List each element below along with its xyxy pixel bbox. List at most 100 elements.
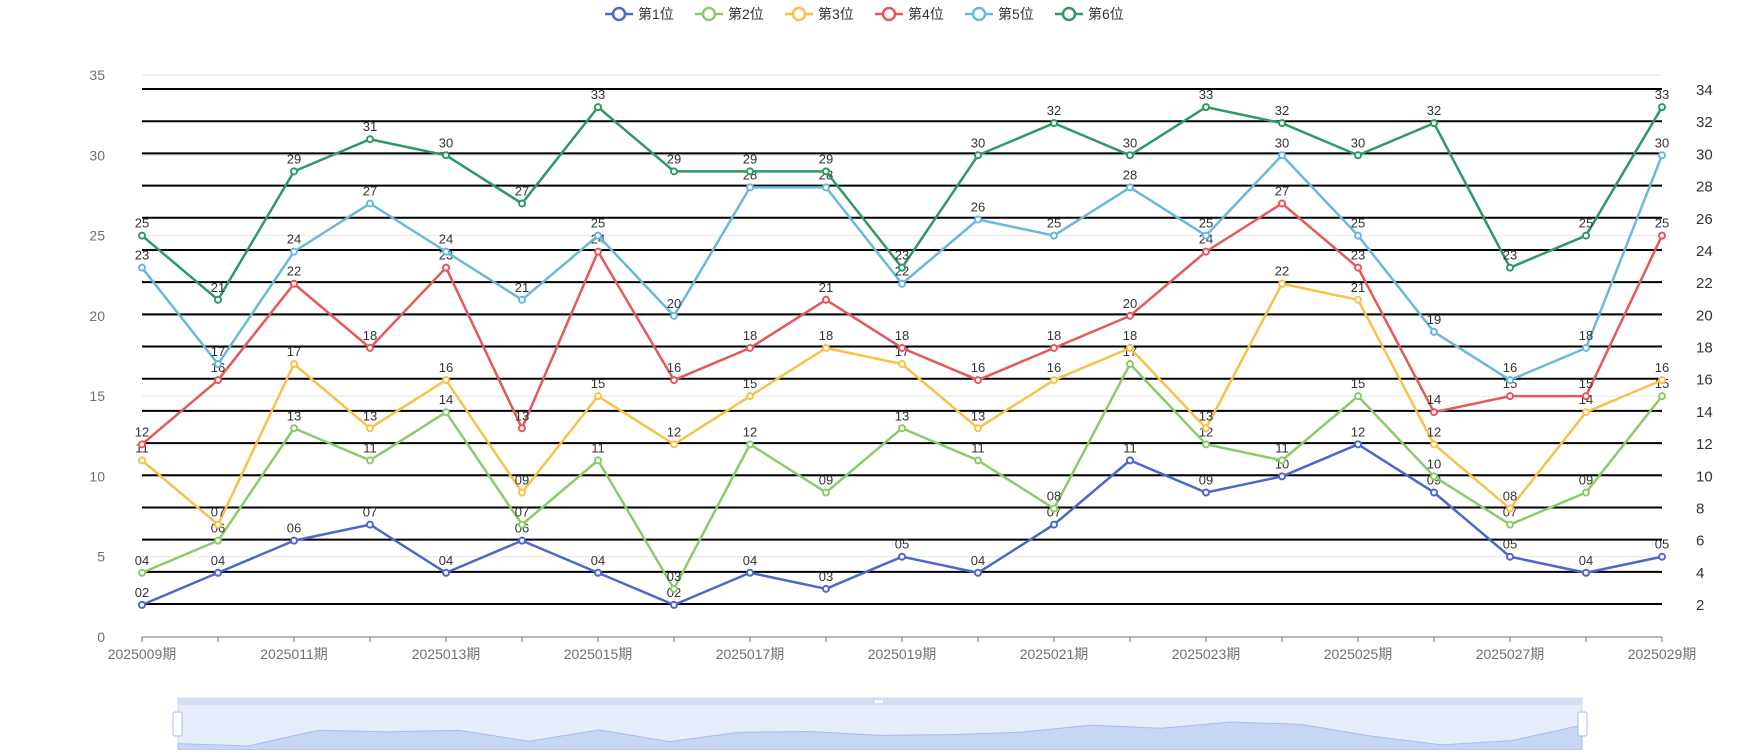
data-point[interactable] xyxy=(442,408,450,417)
data-point[interactable] xyxy=(746,167,754,176)
data-point[interactable] xyxy=(1506,520,1514,529)
legend-item-3[interactable]: 第3位 xyxy=(785,6,854,22)
data-point[interactable] xyxy=(746,343,754,352)
data-point[interactable] xyxy=(822,167,830,176)
data-point[interactable] xyxy=(366,456,374,465)
data-point[interactable] xyxy=(1050,231,1058,240)
zoom-grip-icon[interactable] xyxy=(875,700,883,703)
data-point[interactable] xyxy=(1354,231,1362,240)
data-point[interactable] xyxy=(1126,360,1134,369)
data-point[interactable] xyxy=(822,488,830,497)
data-point[interactable] xyxy=(1354,151,1362,160)
data-point[interactable] xyxy=(898,263,906,272)
data-point[interactable] xyxy=(746,568,754,577)
data-point[interactable] xyxy=(1658,552,1666,561)
legend-item-1[interactable]: 第1位 xyxy=(605,6,674,22)
data-point[interactable] xyxy=(1582,568,1590,577)
data-point[interactable] xyxy=(1202,424,1210,433)
data-point[interactable] xyxy=(1430,472,1438,481)
data-point[interactable] xyxy=(1582,488,1590,497)
data-point[interactable] xyxy=(1126,343,1134,352)
data-point[interactable] xyxy=(138,440,146,449)
data-point[interactable] xyxy=(366,520,374,529)
data-point[interactable] xyxy=(1582,343,1590,352)
data-point[interactable] xyxy=(290,167,298,176)
data-point[interactable] xyxy=(594,103,602,112)
data-point[interactable] xyxy=(670,584,678,593)
data-point[interactable] xyxy=(442,568,450,577)
data-point[interactable] xyxy=(594,392,602,401)
data-point[interactable] xyxy=(214,360,222,369)
data-point[interactable] xyxy=(1354,392,1362,401)
data-point[interactable] xyxy=(974,568,982,577)
data-point[interactable] xyxy=(442,247,450,256)
data-point[interactable] xyxy=(1506,552,1514,561)
data-point[interactable] xyxy=(1658,231,1666,240)
legend[interactable]: 第1位 第2位 第3位 第4位 第5位 第6位 xyxy=(605,6,1124,22)
data-point[interactable] xyxy=(594,231,602,240)
data-point[interactable] xyxy=(1278,456,1286,465)
data-point[interactable] xyxy=(898,343,906,352)
data-point[interactable] xyxy=(1354,440,1362,449)
data-point[interactable] xyxy=(518,295,526,304)
data-point[interactable] xyxy=(1050,343,1058,352)
data-point[interactable] xyxy=(1582,231,1590,240)
zoom-handle-left[interactable] xyxy=(172,711,183,737)
data-point[interactable] xyxy=(214,295,222,304)
data-point[interactable] xyxy=(1050,520,1058,529)
data-point[interactable] xyxy=(138,263,146,272)
data-point[interactable] xyxy=(1430,408,1438,417)
data-point[interactable] xyxy=(1202,247,1210,256)
data-point[interactable] xyxy=(1126,151,1134,160)
data-point[interactable] xyxy=(746,440,754,449)
data-point[interactable] xyxy=(1430,327,1438,336)
data-point[interactable] xyxy=(1202,440,1210,449)
data-point[interactable] xyxy=(1126,183,1134,192)
data-point[interactable] xyxy=(974,424,982,433)
data-point[interactable] xyxy=(366,135,374,144)
data-point[interactable] xyxy=(366,199,374,208)
data-point[interactable] xyxy=(366,343,374,352)
data-point[interactable] xyxy=(214,376,222,385)
data-point[interactable] xyxy=(1278,472,1286,481)
data-point[interactable] xyxy=(290,424,298,433)
data-point[interactable] xyxy=(442,376,450,385)
data-point[interactable] xyxy=(974,151,982,160)
data-point[interactable] xyxy=(822,183,830,192)
data-point[interactable] xyxy=(138,568,146,577)
data-point[interactable] xyxy=(1050,376,1058,385)
data-point[interactable] xyxy=(1506,504,1514,513)
data-point[interactable] xyxy=(1050,504,1058,513)
data-point[interactable] xyxy=(518,199,526,208)
data-point[interactable] xyxy=(974,456,982,465)
data-point[interactable] xyxy=(1658,103,1666,112)
data-point[interactable] xyxy=(138,600,146,609)
data-point[interactable] xyxy=(974,215,982,224)
data-point[interactable] xyxy=(1658,392,1666,401)
data-point[interactable] xyxy=(898,424,906,433)
data-point[interactable] xyxy=(1202,103,1210,112)
data-point[interactable] xyxy=(518,488,526,497)
data-point[interactable] xyxy=(214,536,222,545)
data-point[interactable] xyxy=(138,456,146,465)
data-point[interactable] xyxy=(1126,311,1134,320)
data-point[interactable] xyxy=(442,151,450,160)
data-point[interactable] xyxy=(670,311,678,320)
data-point[interactable] xyxy=(1354,295,1362,304)
data-point[interactable] xyxy=(746,392,754,401)
data-point[interactable] xyxy=(1278,119,1286,128)
data-point[interactable] xyxy=(1658,376,1666,385)
data-point[interactable] xyxy=(1050,119,1058,128)
data-point[interactable] xyxy=(518,520,526,529)
data-point[interactable] xyxy=(290,279,298,288)
data-zoom-slider[interactable] xyxy=(172,697,1588,751)
data-point[interactable] xyxy=(746,183,754,192)
legend-item-6[interactable]: 第6位 xyxy=(1055,6,1124,22)
data-point[interactable] xyxy=(1126,456,1134,465)
data-point[interactable] xyxy=(670,167,678,176)
data-point[interactable] xyxy=(1582,408,1590,417)
data-point[interactable] xyxy=(1658,151,1666,160)
zoom-handle-right[interactable] xyxy=(1577,711,1588,737)
data-point[interactable] xyxy=(1278,279,1286,288)
data-point[interactable] xyxy=(822,295,830,304)
